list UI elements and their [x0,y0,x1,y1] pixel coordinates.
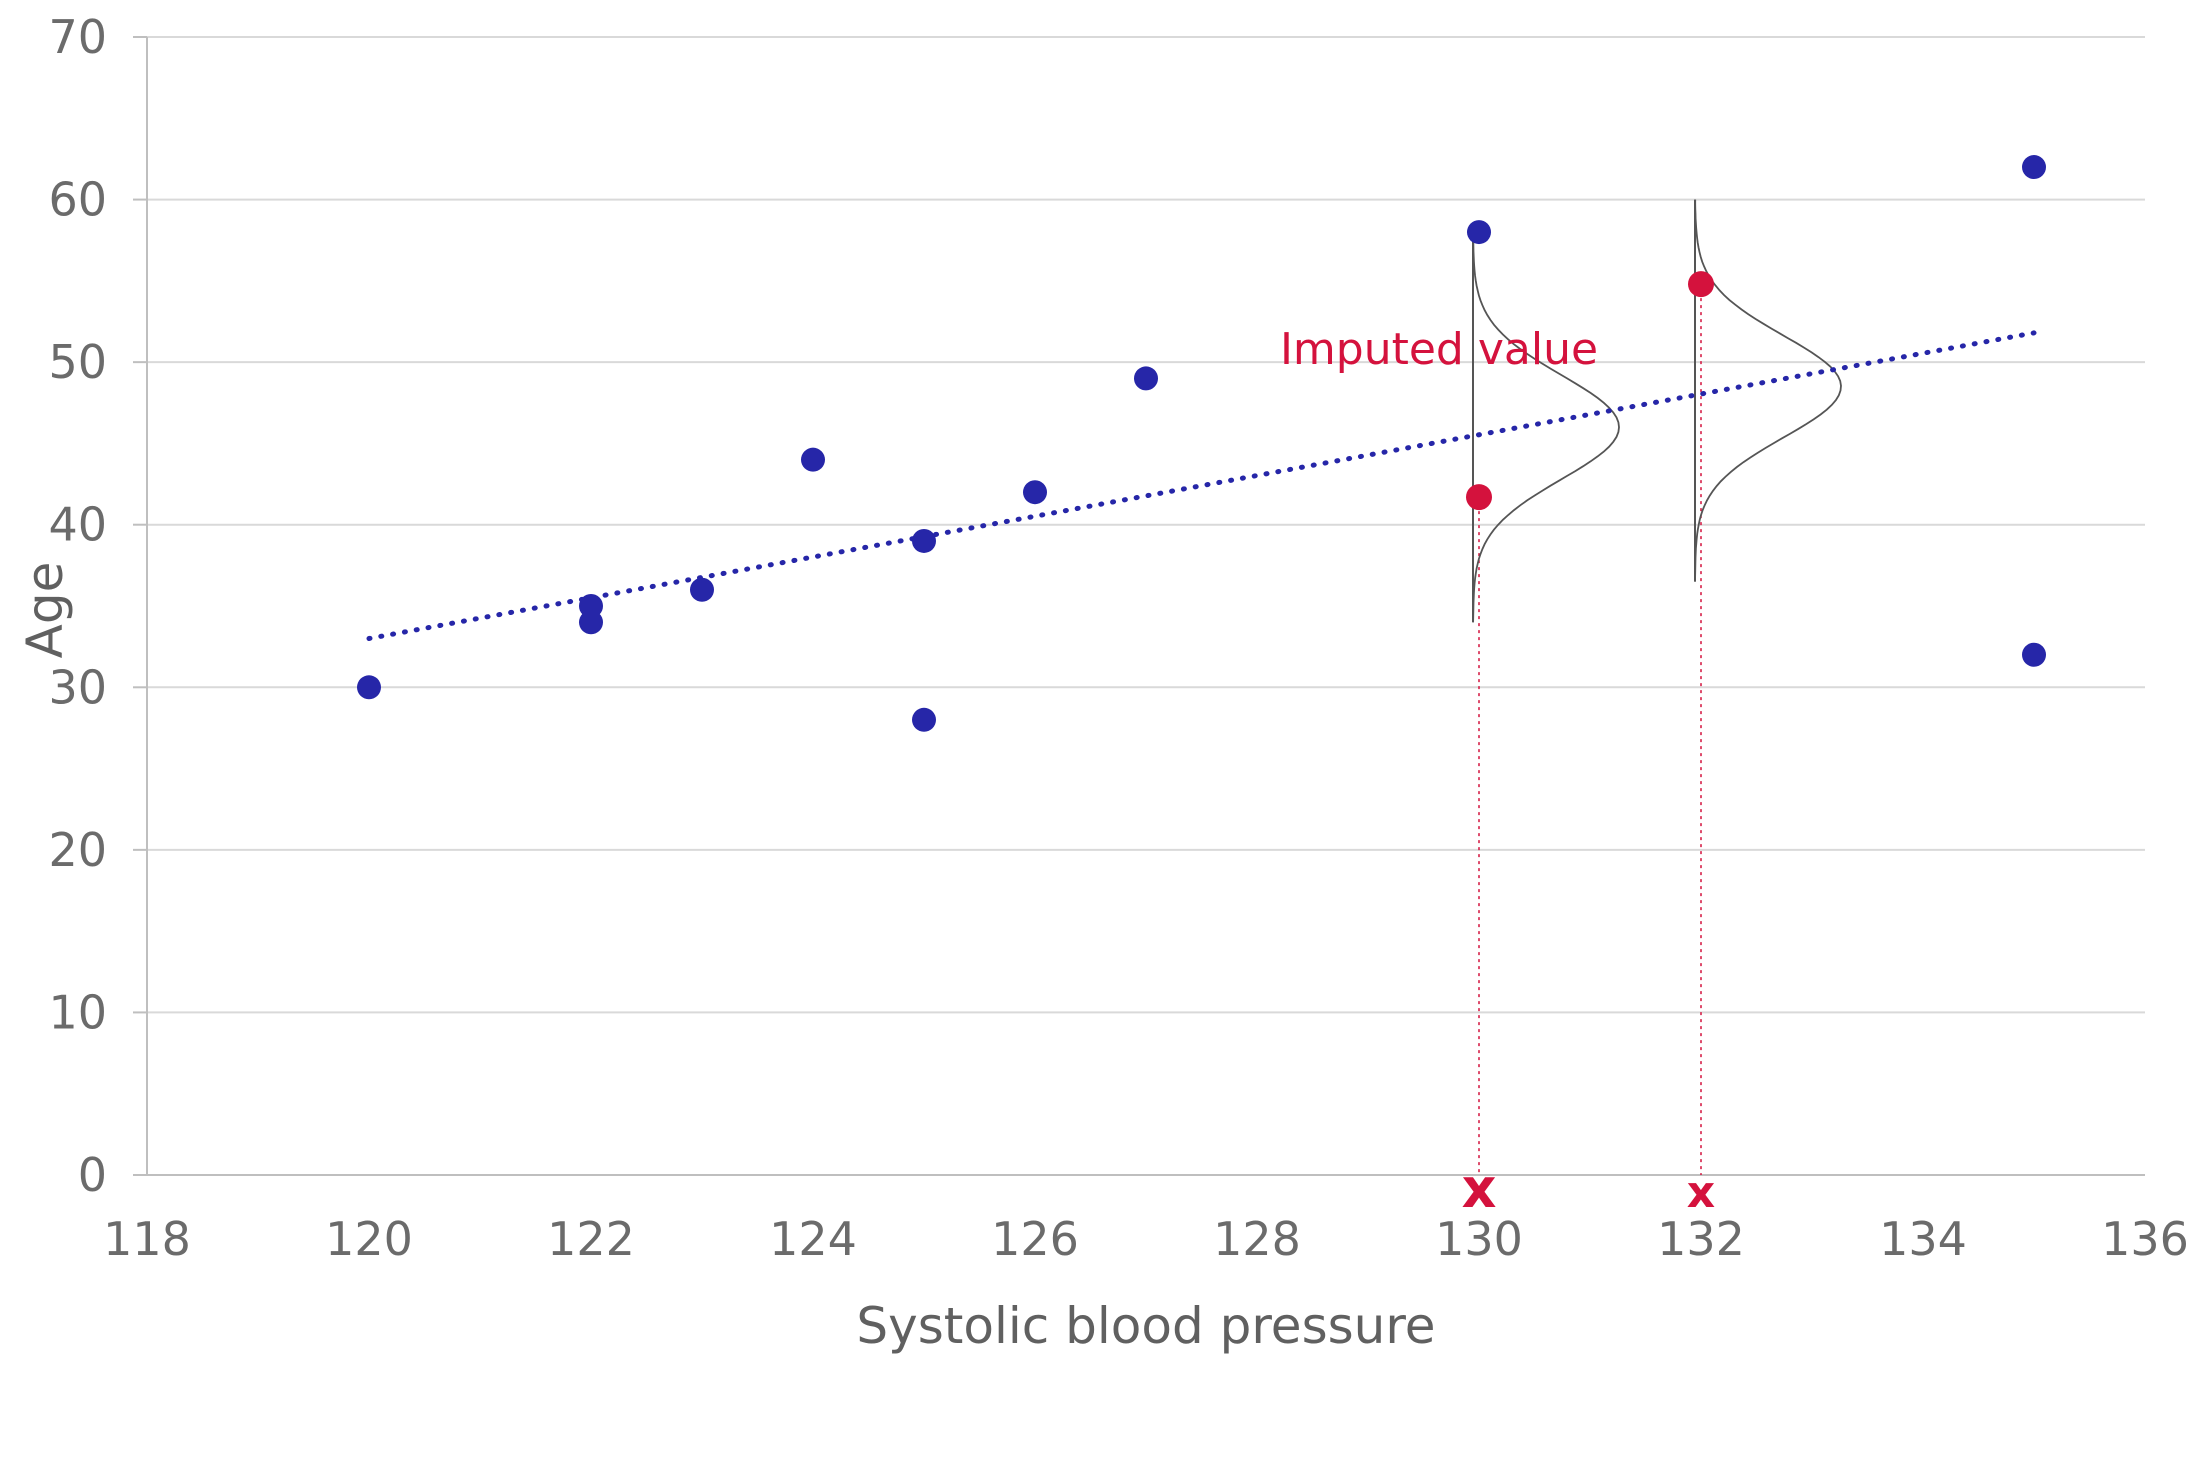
trendline [366,330,2037,642]
y-axis-title: Age [16,562,74,659]
y-tick-label: 40 [48,498,107,552]
x-axis-title: Systolic blood pressure [856,1297,1435,1355]
y-tick-label: 70 [48,10,107,64]
x-tick-label: 130 [1435,1212,1523,1266]
observed-point [579,610,603,635]
observed-point [2022,155,2046,180]
x-tick-label: 132 [1657,1212,1745,1266]
y-tick-label: 60 [48,173,107,227]
data-points [357,155,2046,732]
imputed-point [1688,271,1714,298]
axes [133,36,2145,1176]
distribution-curve [1694,199,1842,582]
x-tick-label: 136 [2101,1212,2189,1266]
observed-point [912,707,936,732]
observed-point [2022,642,2046,667]
x-tick-label: 118 [103,1212,191,1266]
y-tick-label: 20 [48,823,107,877]
x-tick-label: 120 [325,1212,413,1266]
missing-value-marker: x [1462,1157,1497,1220]
observed-point [1023,480,1047,505]
observed-point [912,528,936,553]
y-tick-label: 50 [48,335,107,389]
observed-point [357,675,381,700]
observed-point [1134,366,1158,391]
x-tick-label: 126 [991,1212,1079,1266]
gridlines [147,36,2145,1014]
distribution-curve [1472,232,1620,623]
y-tick-label: 30 [48,660,107,714]
observed-point [690,577,714,602]
y-tick-label: 0 [78,1148,107,1202]
x-tick-label: 128 [1213,1212,1301,1266]
imputation-guides [1478,284,1702,1175]
observed-point [1467,220,1491,245]
trendline [366,330,2037,642]
x-tick-label: 122 [547,1212,635,1266]
imputed-value-annotation: Imputed value [1280,324,1598,375]
distribution-curves [1472,199,1842,623]
imputed-point [1466,484,1492,511]
y-tick-label: 10 [48,985,107,1039]
observed-point [801,447,825,472]
labels: Systolic blood pressure Age 0 10 20 30 40 50 6… [16,10,2189,1355]
x-tick-label: 134 [1879,1212,1967,1266]
x-tick-label: 124 [769,1212,857,1266]
missing-value-marker: x [1687,1167,1715,1218]
